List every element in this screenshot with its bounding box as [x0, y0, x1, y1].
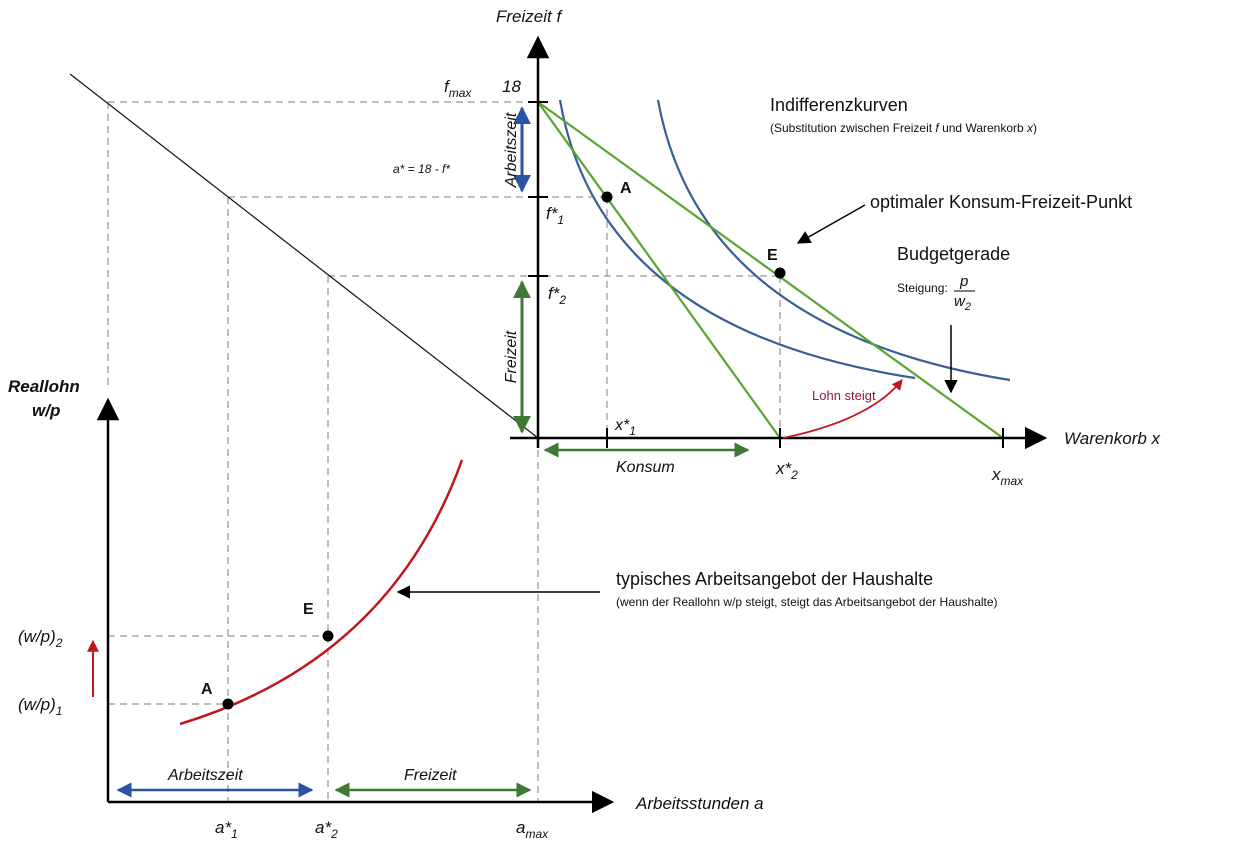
mirror-line — [69, 73, 539, 439]
amax-tick-label: amax — [516, 818, 549, 841]
labor-supply-curve — [179, 459, 464, 726]
warenkorb-axis-title: Warenkorb x — [1064, 429, 1161, 448]
wp1-tick-label: (w/p)1 — [18, 695, 62, 718]
lohn-steigt-arrow — [782, 379, 903, 439]
reallohn-axis-title-1: Reallohn — [8, 377, 80, 396]
a-star-formula: a* = 18 - f* — [393, 162, 450, 176]
freizeit-vertical-label: Freizeit — [503, 330, 520, 383]
budget-line-new — [537, 101, 1004, 439]
arbeitsstunden-axis-title: Arbeitsstunden a — [635, 794, 764, 813]
fmax-tick-label: fmax — [444, 77, 472, 100]
optimal-point-label: optimaler Konsum-Freizeit-Punkt — [870, 192, 1132, 212]
reallohn-axis-title-2: w/p — [32, 401, 60, 420]
indifference-title: Indifferenzkurven — [770, 95, 908, 115]
f1-tick-label: f*1 — [546, 204, 564, 227]
supply-subtitle: (wenn der Reallohn w/p steigt, steigt da… — [616, 595, 998, 609]
x2-tick-label: x*2 — [775, 459, 798, 482]
arbeitszeit-vertical-label: Arbeitszeit — [503, 112, 520, 188]
slope-numerator: p — [959, 273, 968, 290]
freizeit-lower-label: Freizeit — [404, 767, 457, 784]
point-e-lower-label: E — [303, 601, 314, 618]
budget-title: Budgetgerade — [897, 244, 1010, 264]
point-a-lower-label: A — [201, 681, 213, 698]
point-e-upper-label: E — [767, 247, 778, 264]
point-e-lower — [322, 630, 334, 642]
point-a-lower — [222, 698, 234, 710]
point-e-upper — [774, 267, 786, 279]
indifference-subtitle: (Substitution zwischen Freizeit f und Wa… — [770, 121, 1037, 135]
a2-tick-label: a*2 — [315, 818, 338, 841]
lohn-steigt-label: Lohn steigt — [812, 388, 876, 403]
fmax-value: 18 — [502, 77, 521, 96]
indifference-curve-2 — [656, 99, 1011, 382]
supply-title: typisches Arbeitsangebot der Haushalte — [616, 569, 933, 589]
arbeitszeit-lower-label: Arbeitszeit — [167, 767, 243, 784]
optimal-pointer-arrow — [796, 204, 866, 244]
steigung-label: Steigung: — [897, 281, 948, 295]
upper-ticks — [528, 101, 1004, 448]
slope-denominator: w2 — [954, 293, 971, 313]
x1-tick-label: x*1 — [614, 417, 636, 438]
point-a-upper — [601, 191, 613, 203]
budget-line-old — [537, 101, 781, 439]
konsum-label: Konsum — [616, 459, 675, 476]
freizeit-axis-title: Freizeit f — [496, 7, 563, 26]
wp2-tick-label: (w/p)2 — [18, 627, 63, 650]
f2-tick-label: f*2 — [548, 284, 566, 307]
point-a-upper-label: A — [620, 180, 632, 197]
a1-tick-label: a*1 — [215, 818, 238, 841]
xmax-tick-label: xmax — [991, 465, 1024, 488]
